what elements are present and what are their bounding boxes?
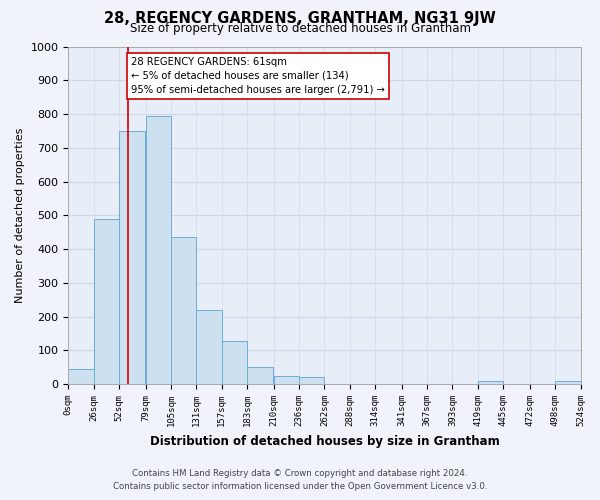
Bar [222, 342, 247, 384]
Y-axis label: Number of detached properties: Number of detached properties [15, 128, 25, 303]
Text: 28 REGENCY GARDENS: 61sqm
← 5% of detached houses are smaller (134)
95% of semi-: 28 REGENCY GARDENS: 61sqm ← 5% of detach… [131, 56, 385, 94]
Bar [68, 369, 94, 384]
Bar [119, 131, 145, 384]
Bar [555, 381, 581, 384]
Text: Size of property relative to detached houses in Grantham: Size of property relative to detached ho… [130, 22, 470, 35]
Bar [299, 378, 325, 384]
Bar [196, 310, 222, 384]
Bar [274, 376, 299, 384]
Bar [146, 116, 171, 384]
Bar [478, 381, 503, 384]
Text: 28, REGENCY GARDENS, GRANTHAM, NG31 9JW: 28, REGENCY GARDENS, GRANTHAM, NG31 9JW [104, 11, 496, 26]
Bar [94, 218, 119, 384]
Bar [171, 238, 196, 384]
Bar [247, 368, 272, 384]
Text: Contains HM Land Registry data © Crown copyright and database right 2024.
Contai: Contains HM Land Registry data © Crown c… [113, 470, 487, 491]
X-axis label: Distribution of detached houses by size in Grantham: Distribution of detached houses by size … [149, 434, 499, 448]
